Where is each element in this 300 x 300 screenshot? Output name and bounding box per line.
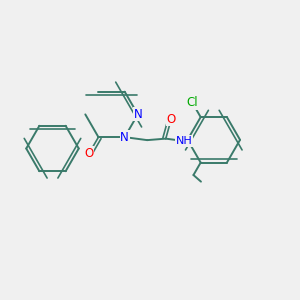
Text: N: N <box>134 108 142 121</box>
Text: N: N <box>120 130 129 144</box>
Text: NH: NH <box>176 136 192 146</box>
Text: O: O <box>167 112 176 126</box>
Text: Cl: Cl <box>187 96 198 109</box>
Text: O: O <box>85 147 94 160</box>
